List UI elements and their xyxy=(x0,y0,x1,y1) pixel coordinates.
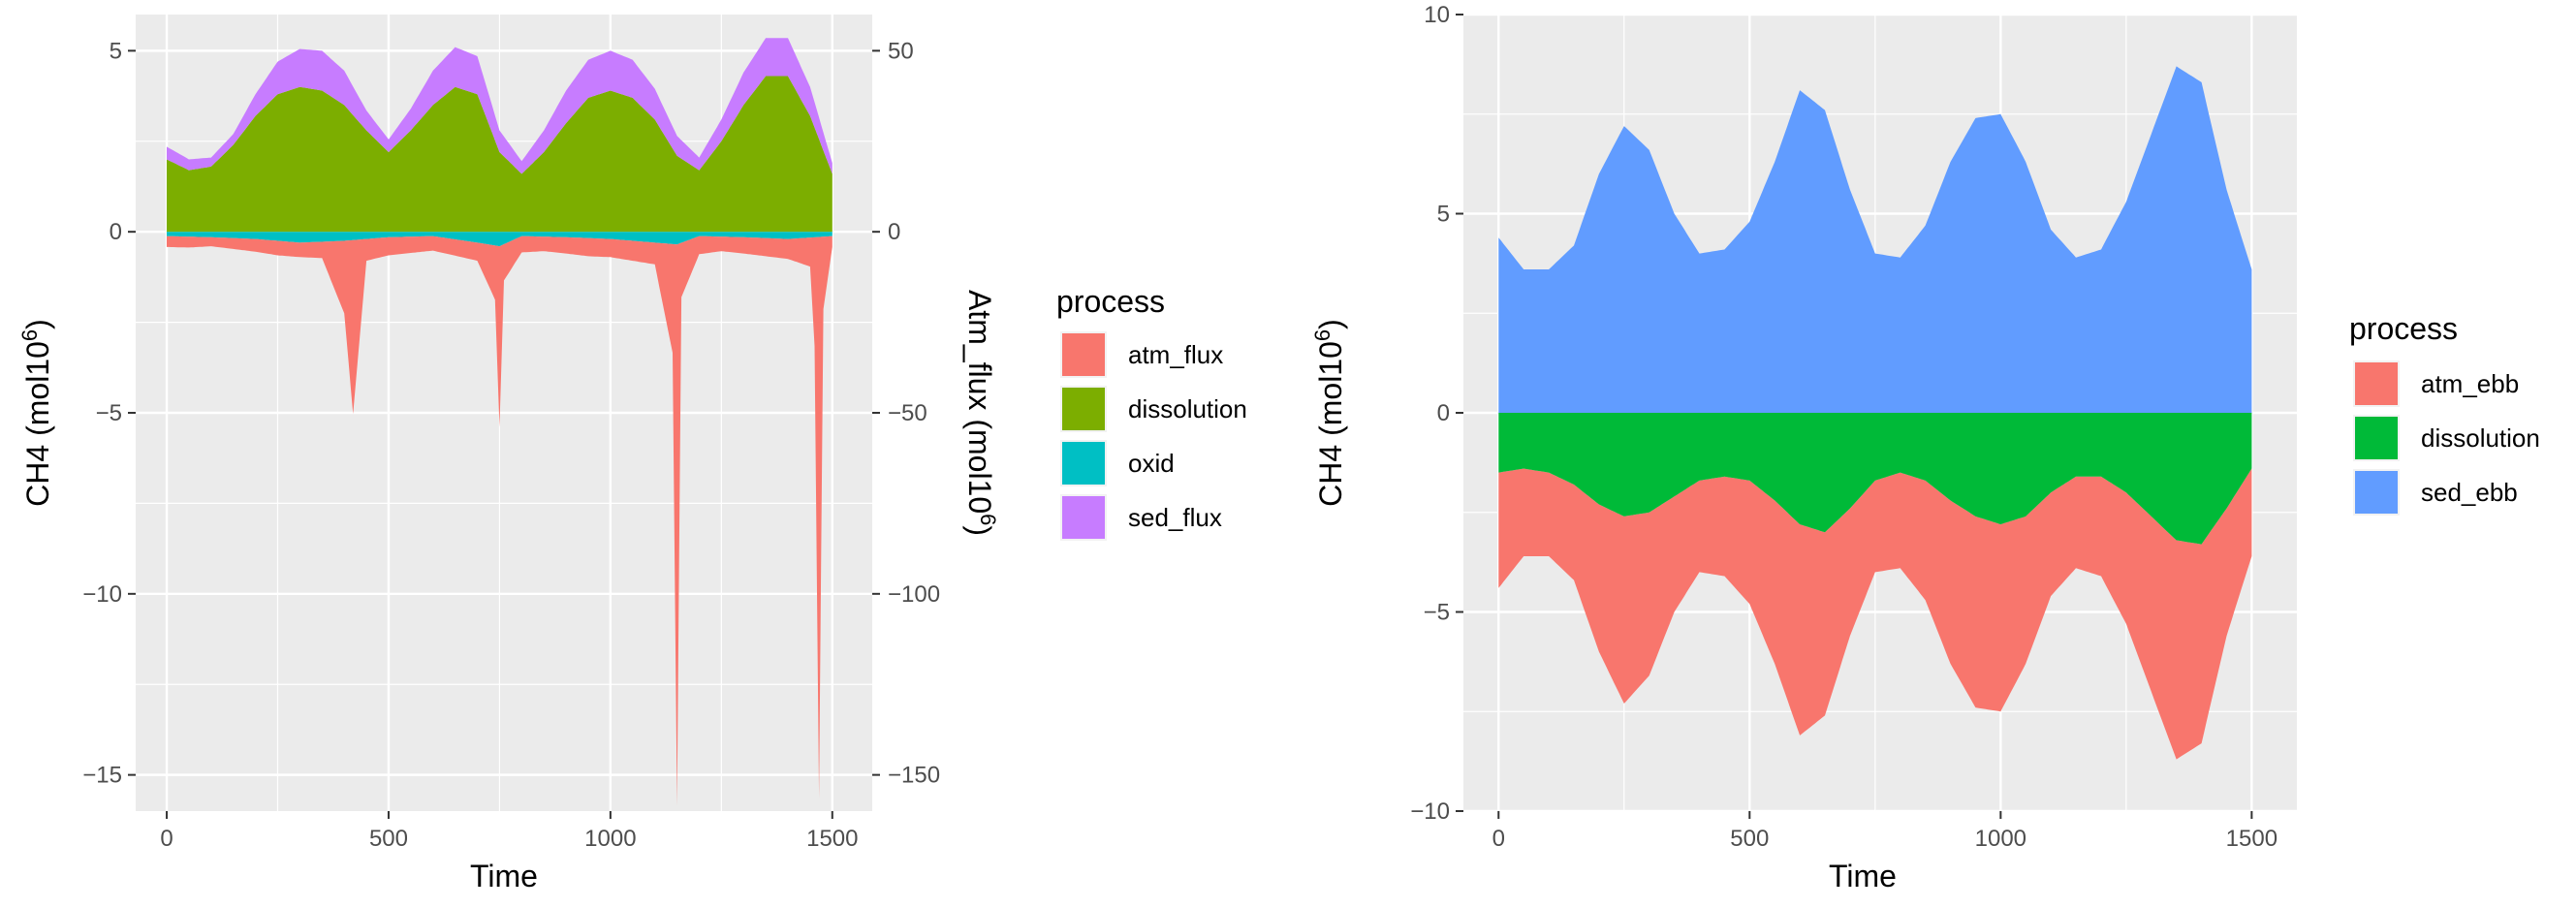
legend-title-right: process xyxy=(2349,311,2458,346)
area-sed-flux xyxy=(167,38,832,174)
legend-swatch-dissolution xyxy=(1062,388,1105,430)
y-tick-label: 10 xyxy=(1424,2,1450,28)
x-axis-title-left: Time xyxy=(470,859,538,893)
legend-swatch-oxid xyxy=(1062,442,1105,485)
area-atm-flux xyxy=(167,235,832,806)
y-tick-label: 5 xyxy=(110,38,122,64)
legend-swatch-sed-ebb xyxy=(2355,471,2398,514)
y2-tick-label: −150 xyxy=(888,763,940,789)
secondary-y-axis-title: Atm_flux (mol106) xyxy=(962,290,1000,536)
x-tick-label: 1000 xyxy=(1975,826,2026,852)
x-axis-title-right: Time xyxy=(1829,859,1897,893)
x-tick-label: 1000 xyxy=(584,826,636,852)
area-dissolution xyxy=(1498,413,2252,545)
x-tick-label: 0 xyxy=(160,826,173,852)
y2-tick-label: 0 xyxy=(888,219,900,245)
area-sed-ebb xyxy=(1498,66,2252,414)
y-axis-title-left: CH4 (mol106) xyxy=(17,319,55,507)
y-tick-label: −5 xyxy=(96,400,122,426)
area-atm-ebb xyxy=(1498,468,2252,760)
legend-swatch-atm-ebb xyxy=(2355,362,2398,405)
y2-tick-label: −50 xyxy=(888,400,927,426)
x-tick-label: 1500 xyxy=(2226,826,2278,852)
legend-label-sed-flux: sed_flux xyxy=(1128,503,1222,532)
y-tick-label: −5 xyxy=(1424,600,1450,626)
legend-label-oxid: oxid xyxy=(1128,449,1175,478)
y2-tick-label: 50 xyxy=(888,38,914,64)
y-tick-label: 5 xyxy=(1437,202,1450,228)
legend-title-left: process xyxy=(1056,284,1165,319)
y-tick-label: −10 xyxy=(1410,798,1450,825)
legend-label-atm-flux: atm_flux xyxy=(1128,340,1223,369)
y-tick-label: 0 xyxy=(110,219,122,245)
y-tick-label: −15 xyxy=(82,763,122,789)
x-tick-label: 500 xyxy=(369,826,408,852)
legend-swatch-sed-flux xyxy=(1062,496,1105,539)
legend-label-dissolution: dissolution xyxy=(2421,423,2540,453)
legend-label-dissolution: dissolution xyxy=(1128,394,1247,423)
legend-label-atm-ebb: atm_ebb xyxy=(2421,369,2519,398)
x-tick-label: 1500 xyxy=(806,826,858,852)
legend-swatch-dissolution xyxy=(2355,417,2398,459)
legend-left: process atm_flux dissolution oxid sed_flux xyxy=(1056,284,1247,541)
legend-label-sed-ebb: sed_ebb xyxy=(2421,478,2518,507)
y-axis-title-right: CH4 (mol106) xyxy=(1310,319,1348,507)
y-tick-label: −10 xyxy=(82,581,122,608)
area-oxid xyxy=(167,232,832,247)
legend-right: process atm_ebb dissolution sed_ebb xyxy=(2349,311,2540,516)
x-tick-label: 500 xyxy=(1730,826,1769,852)
y-tick-label: 0 xyxy=(1437,400,1450,426)
y2-tick-label: −100 xyxy=(888,581,940,608)
legend-swatch-atm-flux xyxy=(1062,333,1105,376)
x-tick-label: 0 xyxy=(1492,826,1505,852)
area-dissolution xyxy=(167,76,832,233)
